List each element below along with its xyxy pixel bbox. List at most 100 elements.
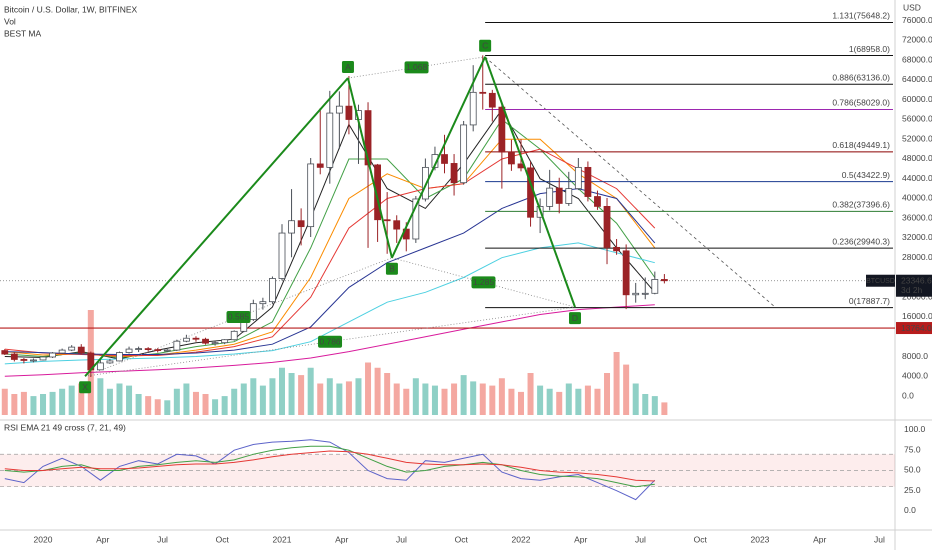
candle-body	[259, 301, 267, 305]
volume-bar	[613, 352, 620, 415]
price-tick-label: 44000.0	[902, 173, 932, 183]
candle-body	[144, 348, 152, 351]
moving-average	[4, 148, 656, 356]
volume-bar	[651, 396, 658, 415]
volume-bar	[164, 400, 171, 415]
volume-bar	[508, 388, 515, 415]
pattern-point-label: D	[572, 313, 578, 323]
volume-bar	[517, 391, 524, 415]
candle-body	[39, 356, 47, 361]
fib-label: 0.886(63136.0)	[832, 73, 890, 83]
candle-body	[96, 362, 104, 371]
candle-body	[77, 346, 85, 354]
volume-bar	[126, 385, 133, 415]
volume-bar	[221, 396, 228, 415]
volume-bar	[575, 388, 582, 415]
candle-body	[269, 278, 276, 303]
candle-body	[307, 163, 315, 228]
time-tick-label: Jul	[874, 534, 885, 544]
fib-label: 0(17887.7)	[849, 296, 890, 306]
rsi-tick-label: 75.0	[904, 444, 921, 454]
pattern-leg	[346, 77, 393, 258]
volume-bar	[460, 375, 467, 415]
volume-bar	[288, 373, 295, 415]
candle-body	[498, 106, 506, 153]
fib-label: 0.236(29940.3)	[832, 236, 890, 246]
volume-bar	[231, 388, 238, 415]
candle-body	[594, 196, 601, 207]
price-tick-label: 64000.0	[902, 74, 932, 84]
price-tick-label: 56000.0	[902, 114, 932, 124]
candle-body	[68, 346, 76, 351]
volume-bar	[317, 383, 324, 415]
horizontal-level-value: 13764.0	[901, 323, 932, 333]
candle-body	[574, 166, 582, 190]
volume-bar	[307, 367, 314, 415]
countdown: 3d 2h	[901, 285, 923, 295]
volume-bar	[451, 383, 458, 415]
candle-body	[297, 220, 305, 228]
candle-body	[20, 359, 28, 361]
last-price-tag	[896, 274, 932, 297]
candle-body	[211, 342, 219, 345]
fib-label: 1.131(75648.2)	[832, 11, 890, 21]
time-tick-label: Apr	[813, 534, 826, 544]
pattern-point-box	[568, 312, 581, 325]
candle-body	[335, 105, 343, 114]
candle-body	[364, 110, 372, 166]
pattern-leg	[84, 77, 349, 377]
volume-bar	[154, 399, 161, 415]
indicator-label: Vol	[4, 16, 16, 26]
candle-body	[555, 187, 563, 204]
pattern-point-label: A	[345, 62, 351, 72]
price-tick-label: 60000.0	[902, 94, 932, 104]
pattern-leg	[391, 56, 487, 259]
volume-bar	[49, 391, 56, 415]
price-tick-label: 72000.0	[902, 35, 932, 45]
rsi-tick-label: 0.0	[904, 505, 916, 515]
currency-label: USD	[903, 2, 921, 12]
time-tick-label: Apr	[335, 534, 348, 544]
volume-bar	[192, 391, 199, 415]
volume-bar	[527, 373, 534, 415]
candle-body	[393, 220, 401, 230]
volume-bar	[68, 385, 75, 415]
trend-line	[484, 56, 776, 308]
volume-bar	[135, 394, 142, 415]
price-tick-label: 68000.0	[902, 54, 932, 64]
price-tick-label: 76000.0	[902, 15, 932, 25]
volume-bar	[250, 378, 257, 415]
moving-average	[4, 304, 655, 377]
candle-body	[565, 188, 573, 204]
volume-bar	[11, 394, 18, 415]
price-tick-label: 52000.0	[902, 133, 932, 143]
volume-bar	[279, 367, 286, 415]
rsi-line	[4, 445, 655, 488]
candle-body	[1, 350, 9, 355]
volume-bar	[412, 378, 419, 415]
candle-body	[641, 292, 649, 295]
time-tick-label: Apr	[574, 534, 587, 544]
volume-bar	[584, 385, 591, 415]
volume-bar	[78, 383, 85, 415]
candle-body	[613, 246, 620, 252]
candle-body	[584, 166, 592, 197]
volume-bar	[479, 383, 486, 415]
price-tick-label: 8000.0	[902, 351, 928, 361]
candle-body	[116, 352, 123, 362]
time-tick-label: Oct	[694, 534, 708, 544]
volume-bar	[546, 388, 553, 415]
candle-body	[30, 359, 37, 362]
time-tick-label: Jul	[157, 534, 168, 544]
candle-body	[421, 166, 429, 200]
volume-bar	[565, 383, 572, 415]
ratio-box	[318, 335, 343, 348]
chart-title: Bitcoin / U.S. Dollar, 1W, BITFINEX	[4, 4, 138, 14]
time-tick-label: 2020	[34, 534, 53, 544]
candle-body	[508, 151, 515, 165]
pattern-point-label: B	[389, 263, 395, 273]
candle-body	[58, 349, 66, 354]
